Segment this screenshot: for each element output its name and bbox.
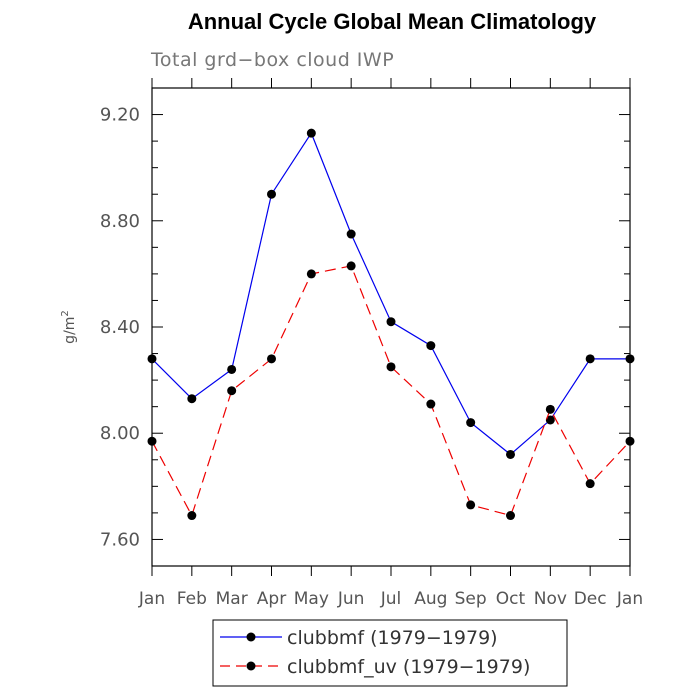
x-tick-labels: Jan Feb Mar Apr May Jun Jul Aug Sep Oct Nov Dec Jan (138, 589, 643, 609)
series-layer (147, 128, 635, 521)
x-tick-label: Jun (337, 589, 365, 609)
series-2-point (147, 436, 157, 446)
series-1-point (147, 354, 157, 364)
series-2-point (227, 386, 237, 396)
series-1-point (466, 418, 476, 428)
series-2-point (306, 269, 316, 279)
y-tick-labels: 7.60 8.00 8.40 8.80 9.20 (100, 105, 140, 551)
series-2-point (585, 479, 595, 489)
series-2-point (386, 362, 396, 372)
series-2-point (346, 261, 356, 271)
series-1-point (386, 317, 396, 327)
series-1-point (506, 449, 515, 459)
axis-ticks (151, 78, 631, 576)
y-tick-label: 8.80 (100, 211, 140, 232)
chart-subtitle: Total grd−box cloud IWP (150, 49, 394, 71)
chart-title: Annual Cycle Global Mean Climatology (188, 9, 597, 34)
x-tick-label: Jan (616, 589, 643, 609)
y-axis-label: g/m2 (60, 310, 78, 344)
x-tick-label: May (294, 589, 329, 609)
plot-frame (151, 87, 631, 567)
legend-marker-1 (246, 632, 256, 642)
x-tick-label: Apr (257, 589, 286, 609)
series-2-point (426, 399, 436, 409)
series-2-point (267, 354, 276, 364)
x-tick-label: Jul (380, 589, 402, 609)
legend: clubbmf (1979−1979) clubbmf_uv (1979−1979… (220, 627, 530, 678)
series-2-point (506, 511, 515, 521)
y-axis-label-superscript: 2 (60, 310, 71, 316)
y-tick-label: 7.60 (100, 529, 140, 550)
y-tick-label: 8.40 (100, 317, 140, 338)
series-1-point (187, 394, 197, 404)
series-2-point (545, 404, 555, 414)
y-axis-label-text: g/m (62, 317, 78, 344)
series-1-point (585, 354, 595, 364)
series-1-point (267, 189, 276, 199)
x-tick-label: Nov (534, 589, 567, 609)
series-1-point (306, 128, 316, 138)
series-2-point (187, 511, 197, 521)
series-line-2 (151, 265, 631, 518)
series-1-point (625, 354, 635, 364)
series-1-point (545, 415, 555, 425)
y-tick-label: 8.00 (100, 423, 140, 444)
x-tick-label: Feb (177, 589, 207, 609)
x-tick-label: Mar (216, 589, 248, 609)
x-tick-label: Oct (496, 589, 526, 609)
series-1-point (346, 229, 356, 239)
x-tick-label: Sep (455, 589, 487, 609)
series-1-point (227, 364, 237, 374)
legend-box (212, 619, 568, 687)
legend-label-1: clubbmf (1979−1979) (287, 627, 498, 649)
x-tick-label: Aug (414, 589, 447, 609)
series-line-1 (151, 131, 630, 456)
x-tick-label: Jan (138, 589, 165, 609)
legend-marker-2 (246, 661, 256, 671)
y-tick-label: 9.20 (100, 105, 140, 126)
series-2-point (466, 500, 476, 510)
x-tick-label: Dec (574, 589, 607, 609)
series-2-point (625, 436, 635, 446)
series-1-point (426, 341, 436, 351)
legend-label-2: clubbmf_uv (1979−1979) (287, 656, 530, 678)
